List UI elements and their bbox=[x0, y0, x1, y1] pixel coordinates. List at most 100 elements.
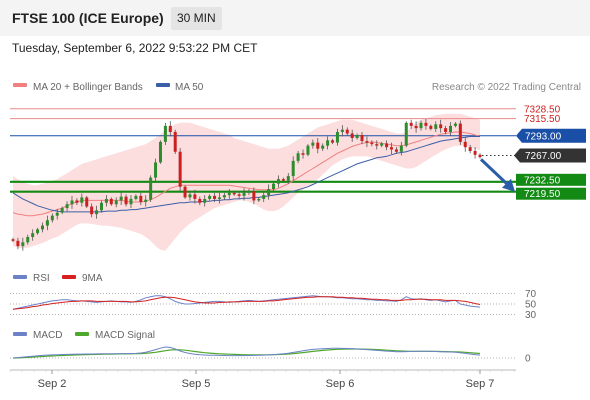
legend-label-ma50: MA 50 bbox=[175, 82, 204, 93]
x-tick-label: Sep 7 bbox=[466, 378, 495, 390]
candle-body bbox=[399, 145, 403, 152]
candle-body bbox=[355, 135, 359, 139]
x-tick-label: Sep 6 bbox=[326, 378, 355, 390]
candle-body bbox=[321, 145, 325, 149]
candle-body bbox=[198, 198, 202, 203]
candle-body bbox=[158, 141, 162, 163]
legend-swatch-9ma bbox=[62, 275, 76, 279]
candle-body bbox=[55, 212, 59, 216]
candle-body bbox=[350, 133, 354, 139]
candle-body bbox=[301, 153, 305, 155]
candle-body bbox=[11, 239, 15, 241]
candle-body bbox=[458, 123, 462, 142]
candle-body bbox=[331, 140, 335, 143]
watermark: Research © 2022 Trading Central bbox=[432, 82, 581, 93]
candle-body bbox=[188, 194, 192, 198]
candle-body bbox=[267, 189, 271, 196]
candle-body bbox=[340, 129, 344, 132]
candle-body bbox=[168, 125, 172, 132]
candle-body bbox=[345, 129, 349, 134]
candle-body bbox=[139, 195, 143, 202]
candle-body bbox=[217, 197, 221, 199]
rsi-tick-30: 30 bbox=[525, 310, 537, 321]
candle-body bbox=[227, 192, 231, 196]
candle-body bbox=[390, 147, 394, 150]
candle-body bbox=[85, 197, 89, 207]
chart-datetime: Tuesday, September 6, 2022 9:53:22 PM CE… bbox=[12, 41, 258, 55]
candle-body bbox=[114, 200, 118, 205]
ma20-line bbox=[12, 131, 481, 217]
candle-body bbox=[95, 210, 99, 215]
rsi-line bbox=[12, 295, 481, 310]
level-label-resistance: 7315.50 bbox=[524, 114, 561, 125]
x-axis: Sep 2 Sep 5 Sep 6 Sep 7 bbox=[9, 369, 516, 390]
candle-body bbox=[453, 123, 457, 126]
legend-swatch-bollinger bbox=[13, 83, 27, 87]
candle-body bbox=[65, 204, 69, 209]
candle-body bbox=[394, 149, 398, 152]
candle-body bbox=[154, 162, 158, 178]
candle-body bbox=[316, 142, 320, 149]
candle-body bbox=[439, 124, 443, 129]
candle-body bbox=[286, 176, 290, 181]
candle-body bbox=[468, 147, 472, 151]
candle-body bbox=[31, 233, 35, 237]
candle-body bbox=[99, 202, 103, 211]
candle-body bbox=[272, 183, 276, 190]
candle-body bbox=[276, 179, 280, 184]
candle-body bbox=[237, 194, 241, 196]
macd-tick-zero: 0 bbox=[525, 354, 531, 365]
candle-body bbox=[365, 141, 369, 143]
macd-panel: 0 bbox=[10, 346, 531, 365]
candle-body bbox=[90, 206, 94, 215]
candle-body bbox=[45, 220, 49, 226]
candle-body bbox=[429, 125, 433, 129]
candle-body bbox=[36, 229, 40, 234]
candle-body bbox=[463, 141, 467, 148]
candle-body bbox=[129, 198, 133, 205]
candle-body bbox=[16, 240, 20, 247]
level-label-resistance: 7328.50 bbox=[524, 104, 561, 115]
candle-body bbox=[375, 144, 379, 146]
candle-body bbox=[208, 195, 212, 199]
candle-body bbox=[281, 179, 285, 181]
rsi-ma-line bbox=[12, 296, 481, 310]
candle-body bbox=[262, 195, 266, 199]
candle-body bbox=[380, 143, 384, 146]
legend-swatch-macd bbox=[13, 332, 27, 336]
candle-body bbox=[222, 195, 226, 198]
macd-signal-line bbox=[12, 348, 481, 359]
level-label-support: 7232.50 bbox=[524, 175, 561, 186]
candle-body bbox=[306, 145, 310, 155]
candle-body bbox=[296, 153, 300, 161]
candle-body bbox=[419, 122, 423, 129]
candle-body bbox=[252, 191, 256, 201]
candle-body bbox=[26, 236, 30, 243]
level-label-bg-support bbox=[516, 173, 586, 186]
candle-body bbox=[242, 192, 246, 196]
candle-body bbox=[385, 143, 389, 148]
candle-body bbox=[119, 196, 123, 201]
rsi-tick-50: 50 bbox=[525, 300, 537, 311]
interval-badge[interactable]: 30 MIN bbox=[171, 7, 222, 30]
candle-body bbox=[183, 186, 187, 198]
candle-body bbox=[109, 198, 113, 205]
candle-body bbox=[213, 195, 217, 199]
candle-body bbox=[203, 198, 207, 203]
candle-body bbox=[149, 177, 153, 200]
candle-body bbox=[434, 124, 438, 129]
candle-body bbox=[326, 140, 330, 146]
candle-body bbox=[173, 131, 177, 152]
level-label-current: 7267.00 bbox=[525, 151, 562, 162]
level-label-pivot: 7293.00 bbox=[525, 131, 562, 142]
level-label-bg-current bbox=[514, 148, 586, 163]
candle-body bbox=[449, 125, 453, 132]
candle-body bbox=[178, 151, 182, 187]
legend-label-macd-signal: MACD Signal bbox=[95, 330, 155, 341]
candle-body bbox=[134, 195, 138, 199]
legend-swatch-ma50 bbox=[156, 83, 170, 87]
x-tick-label: Sep 2 bbox=[38, 378, 67, 390]
